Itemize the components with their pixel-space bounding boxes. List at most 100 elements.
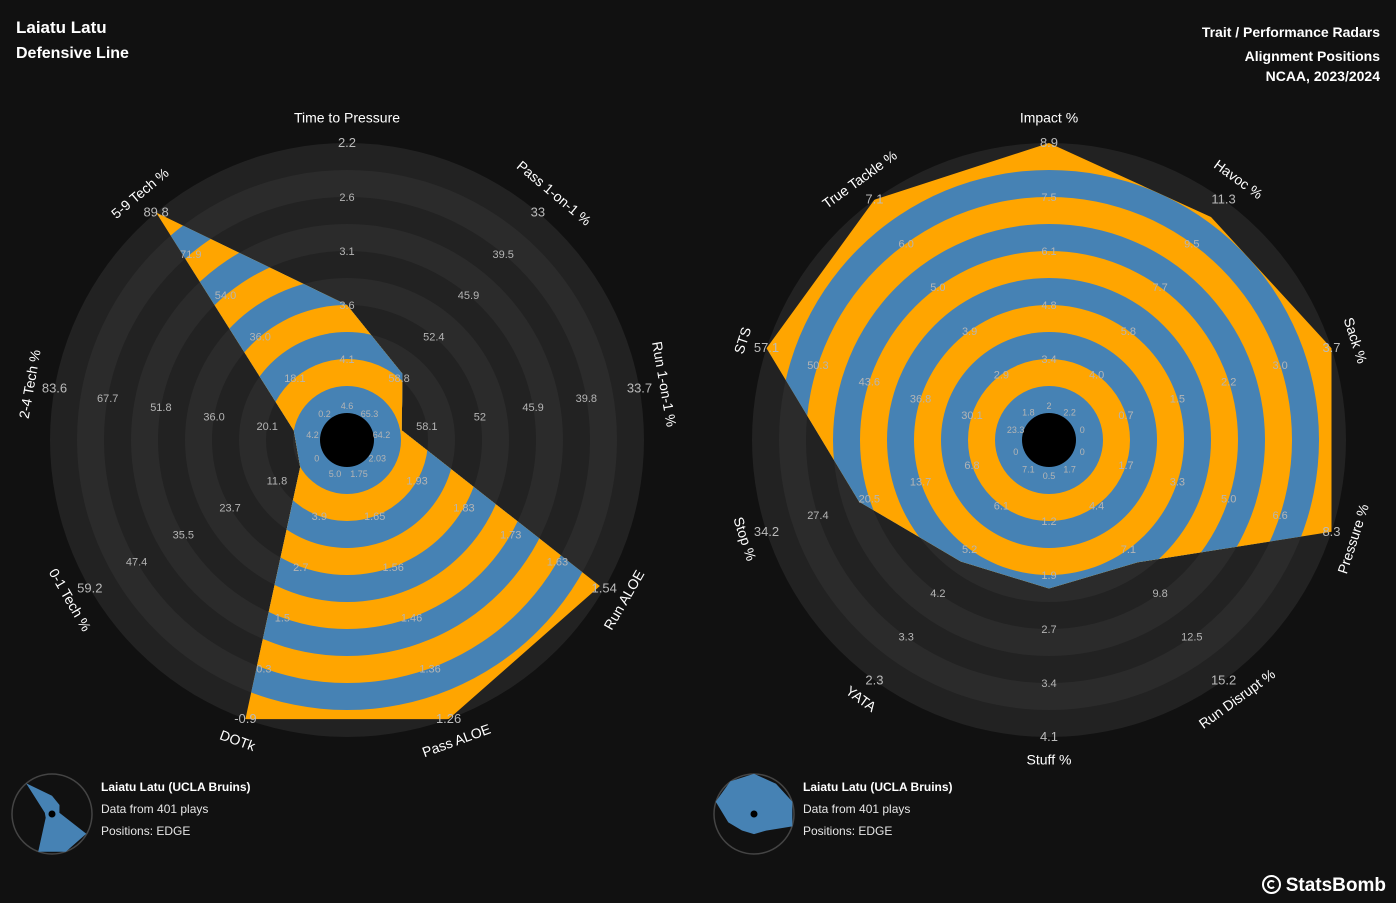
tick-label: 2.6 — [339, 192, 354, 204]
report-subtitle: Alignment Positions — [1244, 48, 1380, 64]
tick-label: 7.1 — [1121, 544, 1136, 556]
tick-label: 71.9 — [180, 249, 201, 261]
legend-shape — [26, 783, 87, 852]
tick-label: 34.2 — [754, 524, 779, 539]
tick-label: 18.1 — [284, 373, 305, 385]
tick-label: 7.7 — [1152, 282, 1167, 294]
tick-label: 4.1 — [339, 354, 354, 366]
tick-label: 57.1 — [754, 340, 779, 355]
legend-center — [48, 810, 56, 818]
tick-label: 0.5 — [1043, 471, 1056, 481]
axis-label: DOTk — [218, 727, 259, 755]
tick-label: 5.0 — [329, 469, 342, 479]
tick-label: 1.7 — [1063, 464, 1076, 474]
tick-label: 4.8 — [1041, 300, 1056, 312]
tick-label: 0 — [314, 454, 319, 464]
axis-label: Time to Pressure — [294, 110, 400, 126]
tick-label: 54.0 — [215, 290, 236, 302]
tick-label: 9.8 — [1152, 588, 1167, 600]
tick-label: 3.1 — [339, 246, 354, 258]
tick-label: 27.4 — [807, 510, 828, 522]
tick-label: 3.3 — [899, 632, 914, 644]
tick-label: 6.8 — [964, 460, 979, 472]
legend-shape — [715, 773, 793, 835]
tick-label: 2.03 — [369, 454, 387, 464]
radar-chart-2: 8.9 7.5 6.1 4.8 3.4 2 11.3 9.5 7.7 5.8 4.0 2.2 3.7 3.… — [730, 110, 1372, 768]
tick-label: 52 — [474, 412, 486, 424]
tick-label: 47.4 — [126, 557, 147, 569]
tick-label: -0.9 — [234, 711, 256, 726]
axis-label: Pass ALOE — [420, 721, 493, 761]
tick-label: 36.0 — [249, 332, 270, 344]
axis-label: Run 1-on-1 % — [649, 340, 680, 428]
tick-label: 1.75 — [350, 469, 368, 479]
tick-label: 0 — [1080, 447, 1085, 457]
tick-label: 1.26 — [436, 711, 461, 726]
tick-label: 1.5 — [1170, 393, 1185, 405]
tick-label: 3.3 — [1170, 477, 1185, 489]
tick-label: 2.2 — [1221, 377, 1236, 389]
tick-label: 5.0 — [1221, 493, 1236, 505]
tick-label: 5.2 — [962, 544, 977, 556]
tick-label: 23.7 — [219, 503, 240, 515]
tick-label: 0.7 — [1118, 410, 1133, 422]
tick-label: 8.3 — [1322, 524, 1340, 539]
legend-mini-radar — [713, 773, 795, 855]
tick-label: 4.4 — [1089, 501, 1104, 513]
legend-positions: Positions: EDGE — [101, 824, 191, 838]
tick-label: 11.8 — [267, 476, 288, 488]
legend-right: Laiatu Latu (UCLA Bruins) Data from 401 … — [803, 776, 953, 842]
tick-label: 1.46 — [401, 613, 422, 625]
tick-label: 3.9 — [962, 326, 977, 338]
statsbomb-logo: StatsBomb — [1261, 875, 1386, 897]
statsbomb-icon — [1261, 875, 1281, 894]
legend-plays: Data from 401 plays — [803, 802, 911, 816]
tick-label: 1.56 — [382, 562, 403, 574]
tick-label: 50.3 — [807, 360, 828, 372]
legend-player: Laiatu Latu (UCLA Bruins) — [101, 780, 251, 794]
tick-label: 89.8 — [143, 205, 168, 220]
tick-label: 33.7 — [627, 380, 652, 395]
tick-label: 58.1 — [416, 421, 437, 433]
radar-center — [1022, 413, 1076, 467]
tick-label: 1.8 — [1022, 408, 1035, 418]
tick-label: 0 — [1080, 425, 1085, 435]
axis-label: Sack % — [1341, 315, 1371, 365]
tick-label: 1.83 — [453, 503, 474, 515]
tick-label: 1.73 — [500, 530, 521, 542]
tick-label: 33 — [531, 205, 545, 220]
axis-label: 2-4 Tech % — [16, 348, 44, 419]
axis-label: STS — [731, 325, 755, 356]
tick-label: 30.1 — [961, 410, 982, 422]
tick-label: 1.63 — [547, 557, 568, 569]
tick-label: 3.4 — [1041, 678, 1056, 690]
tick-label: 3.9 — [312, 511, 327, 523]
legend-left: Laiatu Latu (UCLA Bruins) Data from 401 … — [101, 776, 251, 842]
tick-label: 23.3 — [1007, 425, 1025, 435]
tick-label: 1.5 — [275, 613, 290, 625]
tick-label: 36.0 — [203, 412, 224, 424]
tick-label: 1.2 — [1041, 516, 1056, 528]
tick-label: 6.1 — [1041, 246, 1056, 258]
tick-label: 39.8 — [576, 393, 597, 405]
tick-label: 6.0 — [899, 238, 914, 250]
competition-season: NCAA, 2023/2024 — [1265, 68, 1380, 84]
tick-label: 3.7 — [1322, 340, 1340, 355]
tick-label: 0 — [1013, 447, 1018, 457]
legend-player: Laiatu Latu (UCLA Bruins) — [803, 780, 953, 794]
tick-label: 1.7 — [1118, 460, 1133, 472]
tick-label: 59.2 — [77, 581, 102, 596]
tick-label: 1.54 — [592, 581, 617, 596]
tick-label: 20.5 — [859, 493, 880, 505]
tick-label: 6.6 — [1272, 510, 1287, 522]
tick-label: 0.2 — [318, 409, 331, 419]
tick-label: 11.3 — [1211, 192, 1235, 207]
tick-label: 5.0 — [930, 282, 945, 294]
tick-label: 0.3 — [256, 663, 271, 675]
tick-label: 1.93 — [406, 476, 427, 488]
tick-label: 6.1 — [994, 501, 1009, 513]
tick-label: 7.1 — [1022, 464, 1035, 474]
tick-label: 13.7 — [910, 477, 931, 489]
axis-label: Impact % — [1020, 110, 1078, 126]
position-group: Defensive Line — [16, 45, 129, 62]
